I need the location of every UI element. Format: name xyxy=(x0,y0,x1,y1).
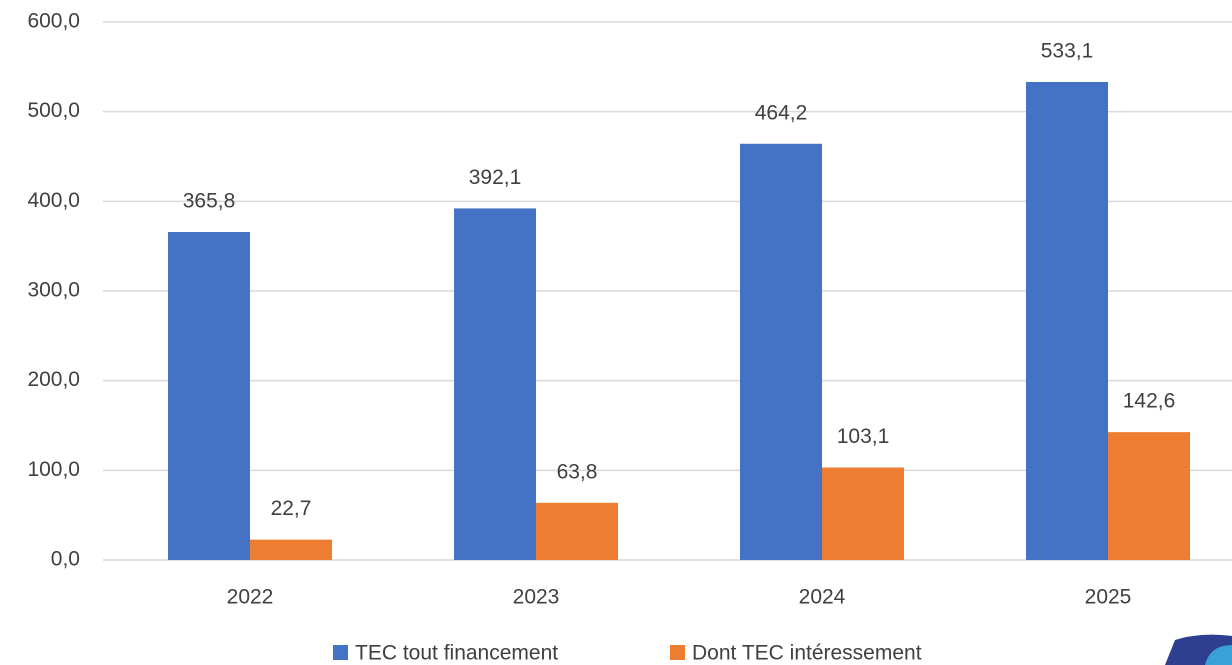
value-label: 103,1 xyxy=(837,425,890,448)
value-label: 365,8 xyxy=(183,190,236,213)
legend-swatch xyxy=(333,645,348,660)
bar xyxy=(822,467,904,560)
x-tick-label: 2025 xyxy=(1085,586,1132,609)
bar xyxy=(168,231,250,560)
value-label: 533,1 xyxy=(1041,40,1094,63)
bar xyxy=(454,208,536,561)
y-tick-label: 600,0 xyxy=(27,10,80,33)
bar xyxy=(1026,81,1108,560)
y-tick-label: 100,0 xyxy=(27,458,80,481)
logo-accent xyxy=(1205,645,1232,665)
x-tick-label: 2023 xyxy=(513,586,560,609)
y-tick-label: 300,0 xyxy=(27,279,80,302)
value-label: 464,2 xyxy=(755,101,808,124)
y-tick-label: 200,0 xyxy=(27,368,80,391)
value-label: 63,8 xyxy=(557,460,598,483)
legend-swatch xyxy=(670,645,685,660)
bar xyxy=(1108,432,1190,560)
value-label: 22,7 xyxy=(271,497,312,520)
x-tick-label: 2022 xyxy=(227,586,274,609)
bar xyxy=(250,539,332,560)
bar xyxy=(740,143,822,560)
y-tick-label: 500,0 xyxy=(27,99,80,122)
x-tick-label: 2024 xyxy=(799,586,846,609)
bar xyxy=(536,502,618,560)
value-label: 392,1 xyxy=(469,166,522,189)
y-tick-label: 400,0 xyxy=(27,189,80,212)
value-label: 142,6 xyxy=(1123,390,1176,413)
legend-label: Dont TEC intéressement xyxy=(692,642,922,665)
y-tick-label: 0,0 xyxy=(51,548,80,571)
legend-label: TEC tout financement xyxy=(355,642,558,665)
